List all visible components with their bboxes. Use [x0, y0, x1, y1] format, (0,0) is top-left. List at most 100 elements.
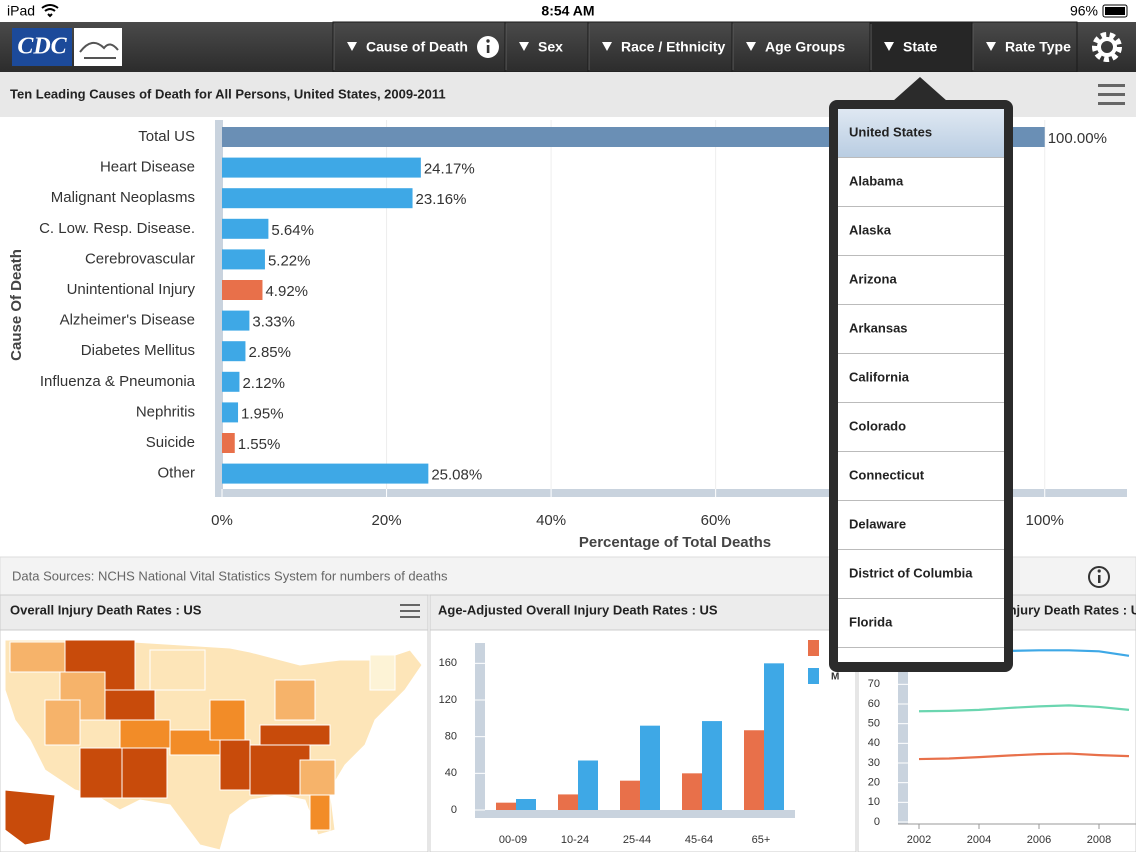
nav-menu[interactable]: Age Groups	[731, 21, 871, 73]
menu-line	[400, 610, 420, 612]
state	[79, 747, 123, 799]
clock: 8:54 AM	[541, 3, 594, 19]
item-label: California	[849, 369, 910, 384]
dropdown-item[interactable]: Arkansas	[838, 305, 1004, 354]
battery-icon	[1102, 4, 1128, 18]
panel-title: Overall Injury Death Rates : US	[10, 602, 202, 617]
item-label: Alabama	[849, 173, 904, 188]
x-tick-label: 65+	[752, 834, 771, 846]
item-label: District of Columbia	[849, 565, 973, 580]
info-button[interactable]	[1088, 566, 1110, 588]
item-label: Delaware	[849, 516, 906, 531]
value-label: 100.00%	[1048, 130, 1107, 147]
y-axis-strip	[898, 632, 908, 824]
battery-fill	[1105, 7, 1125, 15]
x-tick-label: 100%	[1026, 512, 1064, 529]
item-bg	[838, 550, 1004, 598]
y-tick-label: 50	[868, 718, 880, 730]
y-tick-label: 40	[445, 767, 457, 779]
nav-menu[interactable]: Race / Ethnicity	[587, 21, 733, 73]
bar	[702, 721, 722, 810]
dropdown-item[interactable]: Delaware	[838, 501, 1004, 550]
dropdown-item[interactable]: Alabama	[838, 158, 1004, 207]
menu-button[interactable]	[1098, 84, 1125, 105]
y-tick-label: 40	[868, 737, 880, 749]
bar	[222, 249, 265, 270]
dropdown-item[interactable]: Connecticut	[838, 452, 1004, 501]
bar	[744, 730, 764, 810]
menu-label: Age Groups	[765, 39, 845, 55]
item-label: Colorado	[849, 418, 906, 433]
item-bg	[838, 207, 1004, 255]
menu-line	[400, 604, 420, 606]
state	[149, 649, 206, 691]
x-tick-label: 2006	[1027, 834, 1051, 846]
x-axis-title: Percentage of Total Deaths	[579, 534, 771, 551]
legend-swatch	[808, 640, 819, 656]
category-label: Cerebrovascular	[85, 250, 195, 267]
category-label: Suicide	[146, 434, 195, 451]
menu-label: Cause of Death	[366, 39, 468, 55]
item-bg	[838, 256, 1004, 304]
bar	[222, 280, 263, 300]
panel-header	[429, 594, 857, 631]
bar	[640, 725, 660, 810]
bar	[682, 773, 702, 810]
wifi-icon	[41, 4, 59, 18]
state	[44, 699, 81, 746]
bar	[222, 433, 235, 453]
status-bar	[0, 0, 1136, 22]
x-tick-label: 20%	[372, 512, 402, 529]
state-dropdown: United States Alabama Alaska Arizona Arkansa…	[829, 77, 1013, 672]
category-label: Malignant Neoplasms	[51, 189, 195, 206]
panel-menu-button[interactable]	[400, 604, 420, 618]
dropdown-item[interactable]: Arizona	[838, 256, 1004, 305]
item-bg	[838, 599, 1004, 647]
menu-triangle	[884, 42, 894, 51]
nav-menu[interactable]: Rate Type	[971, 21, 1078, 73]
state	[119, 719, 171, 749]
menu-triangle	[986, 42, 996, 51]
category-label: Alzheimer's Disease	[60, 312, 195, 329]
y-tick-label: 60	[868, 698, 880, 710]
dropdown-item[interactable]: United States	[838, 109, 1004, 158]
item-bg	[838, 109, 1004, 157]
bar	[516, 799, 536, 810]
y-tick-label: 10	[868, 796, 880, 808]
info-dot	[1097, 569, 1101, 573]
item-label: Arkansas	[849, 320, 908, 335]
menu-line	[1098, 102, 1125, 105]
dropdown-item[interactable]: Alaska	[838, 207, 1004, 256]
y-axis-strip	[215, 120, 223, 490]
value-label: 2.12%	[242, 375, 285, 392]
state	[104, 689, 156, 721]
panel-header	[0, 594, 429, 631]
dropdown-item[interactable]: Colorado	[838, 403, 1004, 452]
x-tick-label: 25-44	[623, 834, 651, 846]
logo: CDC	[17, 34, 67, 60]
item-bg	[838, 305, 1004, 353]
sources: Data Sources: NCHS National Vital Statis…	[12, 568, 448, 583]
y-tick-label: 120	[439, 694, 457, 706]
nav-menu[interactable]: Sex	[504, 21, 589, 73]
item-label: Florida	[849, 614, 893, 629]
gear-teeth	[1092, 32, 1122, 62]
menu-label: Race / Ethnicity	[621, 39, 725, 55]
dropdown-item[interactable]: California	[838, 354, 1004, 403]
nav-menu[interactable]: Cause of Death	[332, 21, 506, 73]
device-name: iPad	[7, 3, 35, 19]
menu-line	[1098, 84, 1125, 87]
y-tick-label: 160	[439, 657, 457, 669]
value-label: 1.55%	[238, 436, 281, 453]
x-tick-label: 2008	[1087, 834, 1111, 846]
us-map	[4, 639, 423, 851]
item-bg	[838, 354, 1004, 402]
battery-level: 96%	[1070, 3, 1098, 19]
state	[259, 724, 331, 746]
dropdown-item[interactable]: District of Columbia	[838, 550, 1004, 599]
chart-title: Ten Leading Causes of Death for All Pers…	[10, 86, 446, 101]
settings-button[interactable]	[1092, 32, 1122, 62]
category-label: Other	[157, 465, 195, 482]
dropdown-item[interactable]: Florida	[838, 599, 1004, 648]
nav-menu[interactable]: State	[869, 21, 973, 73]
